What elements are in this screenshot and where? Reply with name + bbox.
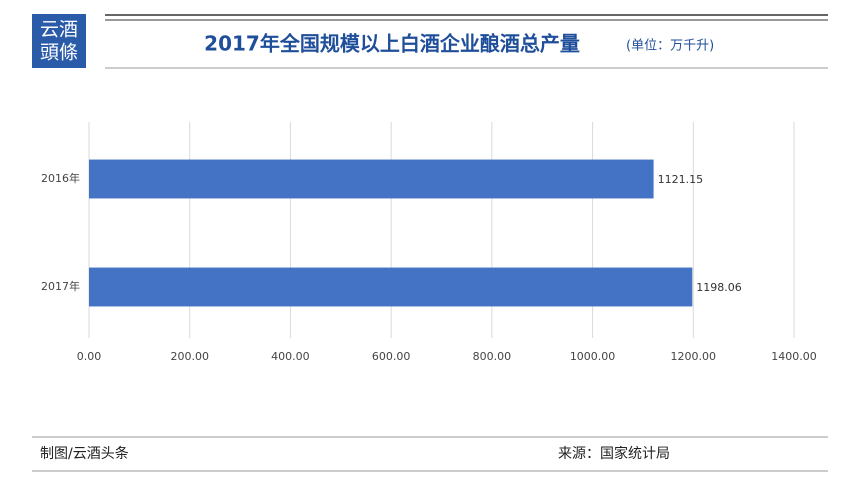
footer-right: 来源：国家统计局 <box>558 445 670 462</box>
x-tick-label: 0.00 <box>77 350 102 363</box>
y-tick-label: 2017年 <box>41 279 80 293</box>
x-tick-label: 600.00 <box>372 350 411 363</box>
bar <box>89 159 654 199</box>
x-tick-label: 200.00 <box>170 350 209 363</box>
x-tick-label: 1200.00 <box>671 350 717 363</box>
x-tick-label: 1400.00 <box>771 350 817 363</box>
chart-subtitle: (单位：万千升) <box>626 39 714 54</box>
logo-text: 云酒 <box>40 19 78 41</box>
footer-left: 制图/云酒头条 <box>40 445 129 462</box>
x-tick-label: 1000.00 <box>570 350 616 363</box>
plot: 0.00 200.00 400.00 600.00 800.00 1000.00 1200.… <box>41 122 817 363</box>
data-label: 1198.06 <box>696 281 742 294</box>
x-tick-label: 400.00 <box>271 350 310 363</box>
data-label: 1121.15 <box>658 173 704 186</box>
y-tick-label: 2016年 <box>41 171 80 185</box>
logo-text: 頭條 <box>40 42 78 64</box>
chart-title: 2017年全国规模以上白酒企业酿酒总产量 <box>204 32 580 56</box>
logo-box <box>32 14 86 68</box>
bar <box>89 267 693 307</box>
x-tick-label: 800.00 <box>473 350 512 363</box>
